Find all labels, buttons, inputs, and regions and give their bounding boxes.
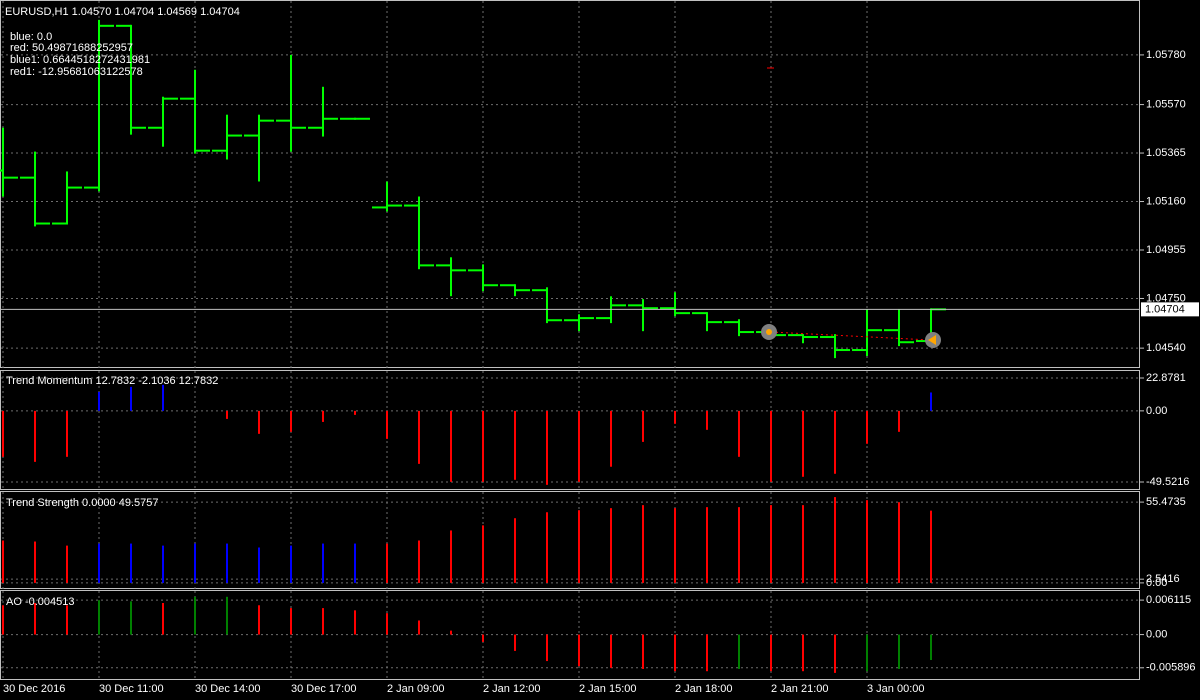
trade-arrow xyxy=(928,335,936,345)
y-tick-label: 0.00 xyxy=(1146,628,1167,640)
panel-title: AO -0.004513 xyxy=(6,596,75,608)
y-tick-label: 1.04750 xyxy=(1146,292,1186,304)
ao-panel-border xyxy=(0,590,1140,680)
info-line: blue1: 0.6644518272431981 xyxy=(10,54,150,66)
x-tick-label: 2 Jan 15:00 xyxy=(579,683,637,695)
x-tick-label: 2 Jan 21:00 xyxy=(771,683,829,695)
info-line: red: 50.49871688252957 xyxy=(10,42,133,54)
x-tick-label: 30 Dec 2016 xyxy=(3,683,65,695)
y-tick-label: 55.4735 xyxy=(1146,496,1186,508)
trade-link xyxy=(770,331,932,341)
last-price-box xyxy=(1141,302,1199,317)
main-panel-border xyxy=(0,0,1140,368)
x-tick-label: 2 Jan 12:00 xyxy=(483,683,541,695)
y-tick-label: 1.04540 xyxy=(1146,342,1186,354)
momentum-panel-border xyxy=(0,370,1140,490)
y-tick-label: 0.00 xyxy=(1146,577,1167,589)
y-tick-label: 1.04955 xyxy=(1146,244,1186,256)
y-tick-label: 0.006115 xyxy=(1146,594,1191,606)
x-tick-label: 2 Jan 18:00 xyxy=(675,683,733,695)
y-tick-label: -0.005896 xyxy=(1146,662,1196,674)
x-tick-label: 30 Dec 14:00 xyxy=(195,683,260,695)
info-line: blue: 0.0 xyxy=(10,31,52,43)
last-price-label: 1.04704 xyxy=(1145,303,1185,315)
y-tick-label: 1.05160 xyxy=(1146,195,1186,207)
strength-panel-border xyxy=(0,491,1140,589)
x-tick-label: 3 Jan 00:00 xyxy=(867,683,925,695)
chart-title: EURUSD,H1 1.04570 1.04704 1.04569 1.0470… xyxy=(5,6,240,18)
y-tick-label: 2.5416 xyxy=(1146,573,1180,585)
y-tick-label: 1.05570 xyxy=(1146,98,1186,110)
trade-marker-dot xyxy=(766,329,772,335)
x-tick-label: 30 Dec 11:00 xyxy=(99,683,164,695)
panel-title: Trend Strength 0.0000 49.5757 xyxy=(6,497,159,509)
x-tick-label: 30 Dec 17:00 xyxy=(291,683,356,695)
info-line: red1: -12.95681063122578 xyxy=(10,66,143,78)
y-tick-label: 1.05365 xyxy=(1146,147,1186,159)
x-tick-label: 2 Jan 09:00 xyxy=(387,683,445,695)
y-tick-label: 0.00 xyxy=(1146,405,1167,417)
y-tick-label: 1.05780 xyxy=(1146,49,1186,61)
panel-title: Trend Momentum 12.7832 -2.1036 12.7832 xyxy=(6,375,218,387)
y-tick-label: -49.5216 xyxy=(1146,476,1189,488)
y-tick-label: 22.8781 xyxy=(1146,372,1186,384)
